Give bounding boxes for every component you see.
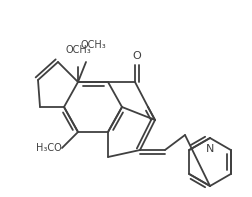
Text: H₃CO: H₃CO (36, 143, 62, 153)
Text: N: N (206, 144, 214, 154)
Text: O: O (133, 51, 141, 61)
Text: OCH₃: OCH₃ (80, 40, 106, 50)
Text: OCH₃: OCH₃ (65, 45, 91, 55)
